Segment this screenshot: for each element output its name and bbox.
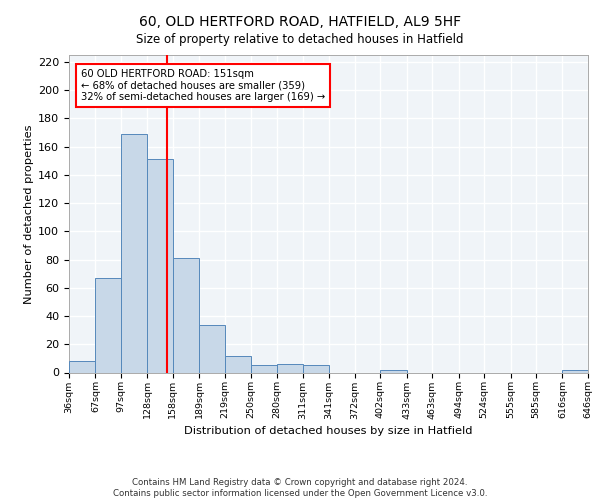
Bar xyxy=(199,324,224,372)
Bar xyxy=(173,258,199,372)
Text: 60, OLD HERTFORD ROAD, HATFIELD, AL9 5HF: 60, OLD HERTFORD ROAD, HATFIELD, AL9 5HF xyxy=(139,15,461,29)
Bar xyxy=(303,366,329,372)
X-axis label: Distribution of detached houses by size in Hatfield: Distribution of detached houses by size … xyxy=(184,426,473,436)
Text: Contains HM Land Registry data © Crown copyright and database right 2024.
Contai: Contains HM Land Registry data © Crown c… xyxy=(113,478,487,498)
Bar xyxy=(251,366,277,372)
Bar xyxy=(224,356,251,372)
Bar xyxy=(380,370,407,372)
Bar xyxy=(95,278,121,372)
Bar xyxy=(147,160,173,372)
Text: Size of property relative to detached houses in Hatfield: Size of property relative to detached ho… xyxy=(136,32,464,46)
Bar xyxy=(277,364,303,372)
Y-axis label: Number of detached properties: Number of detached properties xyxy=(24,124,34,304)
Bar xyxy=(121,134,147,372)
Bar xyxy=(562,370,588,372)
Text: 60 OLD HERTFORD ROAD: 151sqm
← 68% of detached houses are smaller (359)
32% of s: 60 OLD HERTFORD ROAD: 151sqm ← 68% of de… xyxy=(81,69,325,102)
Bar xyxy=(69,361,95,372)
